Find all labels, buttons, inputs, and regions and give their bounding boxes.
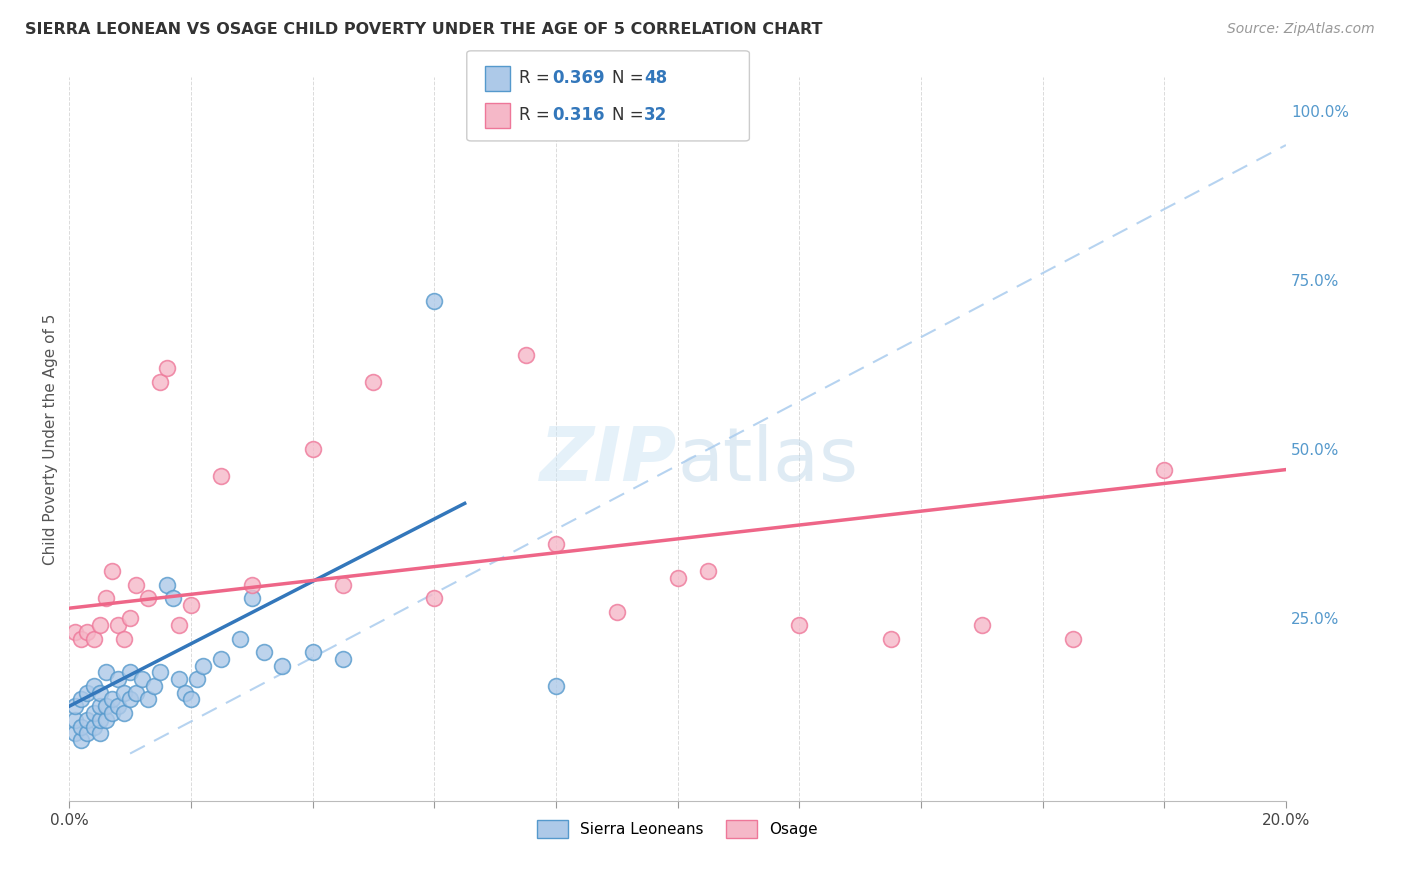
Point xyxy=(120,611,142,625)
Point xyxy=(94,699,117,714)
Point xyxy=(180,598,202,612)
Point xyxy=(70,632,93,646)
Point xyxy=(240,591,263,605)
Point xyxy=(76,713,98,727)
Text: N =: N = xyxy=(612,70,643,87)
Text: R =: R = xyxy=(519,70,550,87)
Point xyxy=(65,699,87,714)
Point xyxy=(180,692,202,706)
Point xyxy=(186,672,208,686)
Point xyxy=(101,692,124,706)
Text: Source: ZipAtlas.com: Source: ZipAtlas.com xyxy=(1227,22,1375,37)
Point xyxy=(94,665,117,680)
Point xyxy=(271,658,294,673)
Point xyxy=(1062,632,1084,646)
Point xyxy=(107,699,129,714)
Text: SIERRA LEONEAN VS OSAGE CHILD POVERTY UNDER THE AGE OF 5 CORRELATION CHART: SIERRA LEONEAN VS OSAGE CHILD POVERTY UN… xyxy=(25,22,823,37)
Point xyxy=(544,537,567,551)
Text: N =: N = xyxy=(612,106,643,124)
Point xyxy=(101,564,124,578)
Point xyxy=(89,686,111,700)
Point xyxy=(70,692,93,706)
Point xyxy=(112,632,135,646)
Legend: Sierra Leoneans, Osage: Sierra Leoneans, Osage xyxy=(531,814,824,844)
Point xyxy=(101,706,124,720)
Point xyxy=(143,679,166,693)
Point xyxy=(83,719,105,733)
Point xyxy=(666,571,689,585)
Point xyxy=(149,665,172,680)
Point xyxy=(76,624,98,639)
Point xyxy=(83,632,105,646)
Point xyxy=(83,679,105,693)
Point xyxy=(65,726,87,740)
Point xyxy=(544,679,567,693)
Point xyxy=(697,564,720,578)
Point xyxy=(131,672,153,686)
Point xyxy=(65,713,87,727)
Point xyxy=(89,713,111,727)
Point xyxy=(107,672,129,686)
Point xyxy=(89,618,111,632)
Point xyxy=(787,618,810,632)
Point xyxy=(94,713,117,727)
Point xyxy=(228,632,250,646)
Text: 48: 48 xyxy=(644,70,666,87)
Point xyxy=(65,624,87,639)
Point xyxy=(107,618,129,632)
Point xyxy=(125,686,148,700)
Point xyxy=(120,692,142,706)
Point xyxy=(89,699,111,714)
Text: R =: R = xyxy=(519,106,550,124)
Point xyxy=(70,719,93,733)
Point xyxy=(155,577,177,591)
Point xyxy=(83,706,105,720)
Point xyxy=(301,645,323,659)
Point xyxy=(155,361,177,376)
Y-axis label: Child Poverty Under the Age of 5: Child Poverty Under the Age of 5 xyxy=(44,313,58,565)
Point xyxy=(112,706,135,720)
Point xyxy=(515,348,537,362)
Point xyxy=(136,591,159,605)
Point xyxy=(112,686,135,700)
Point xyxy=(240,577,263,591)
Point xyxy=(94,591,117,605)
Point xyxy=(332,652,354,666)
Point xyxy=(253,645,276,659)
Text: 32: 32 xyxy=(644,106,668,124)
Point xyxy=(191,658,214,673)
Point xyxy=(301,442,323,457)
Text: 0.316: 0.316 xyxy=(553,106,605,124)
Point xyxy=(1153,462,1175,476)
Point xyxy=(970,618,993,632)
Point xyxy=(89,726,111,740)
Point xyxy=(149,375,172,389)
Point xyxy=(606,605,628,619)
Point xyxy=(70,733,93,747)
Text: ZIP: ZIP xyxy=(540,425,678,498)
Point xyxy=(167,618,190,632)
Point xyxy=(209,469,232,483)
Point xyxy=(167,672,190,686)
Point xyxy=(125,577,148,591)
Point xyxy=(879,632,901,646)
Text: 0.369: 0.369 xyxy=(553,70,605,87)
Point xyxy=(76,726,98,740)
Point xyxy=(173,686,195,700)
Point xyxy=(120,665,142,680)
Point xyxy=(136,692,159,706)
Point xyxy=(423,591,446,605)
Text: atlas: atlas xyxy=(678,425,859,498)
Point xyxy=(332,577,354,591)
Point xyxy=(423,293,446,308)
Point xyxy=(76,686,98,700)
Point xyxy=(162,591,184,605)
Point xyxy=(209,652,232,666)
Point xyxy=(363,375,385,389)
